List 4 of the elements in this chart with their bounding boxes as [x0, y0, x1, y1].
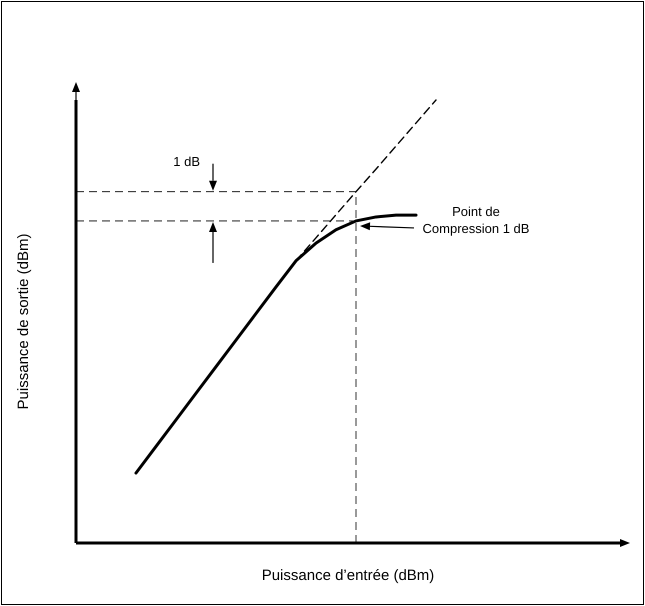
y-axis-title: Puissance de sortie (dBm) — [15, 234, 32, 410]
annotation: Point de Compression 1 dB — [422, 204, 530, 236]
x-axis-title: Puissance d’entrée (dBm) — [262, 567, 434, 584]
annotation: 1 dB — [173, 154, 200, 169]
